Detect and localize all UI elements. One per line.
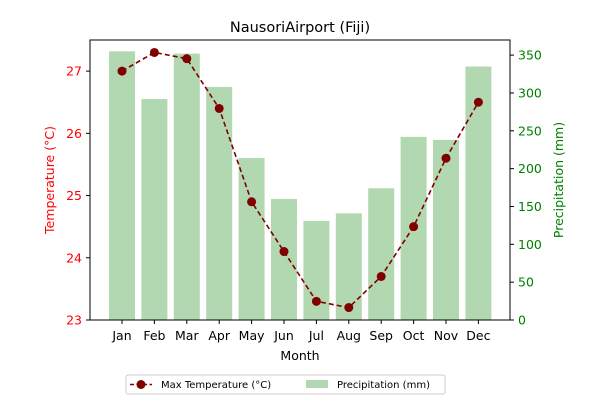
precipitation-bar-nov [433,139,459,320]
x-axis-label: Month [280,348,319,363]
y-axis-right-label: Precipitation (mm) [551,122,566,238]
x-tick-label: Nov [434,328,459,343]
y-right-tick-label: 100 [518,237,542,252]
y-axis-right: 0 50 100 150 200 250 300 350 [510,48,542,328]
y-right-tick-label: 200 [518,161,542,176]
x-tick-label: Jan [111,328,131,343]
x-tick-label: Feb [143,328,165,343]
x-axis: Jan Feb Mar Apr May Jun Jul Aug Sep Oct Nov Dec [111,320,491,343]
x-tick-label: Dec [466,328,490,343]
chart-title: NausoriAirport (Fiji) [230,20,370,36]
y-left-tick-label: 27 [66,64,82,79]
legend-temperature-marker [136,380,146,389]
legend-precipitation-label: Precipitation (mm) [337,380,430,391]
temperature-point-apr [214,103,224,113]
temperature-point-dec [473,97,483,107]
x-tick-label: Jul [308,328,324,343]
precipitation-bar-apr [206,86,233,320]
legend-temperature-label: Max Temperature (°C) [161,380,271,391]
temperature-line [121,51,480,309]
y-right-tick-label: 350 [518,48,542,63]
temperature-point-may [247,197,257,207]
y-axis-left: 23 24 25 26 27 [66,64,90,328]
x-tick-label: Aug [337,328,361,343]
x-tick-label: Mar [175,328,199,343]
x-tick-label: May [239,328,265,343]
precipitation-bar-dec [465,66,492,321]
y-left-tick-label: 26 [66,126,82,141]
y-right-tick-label: 0 [518,313,526,328]
y-axis-left-label: Temperature (°C) [42,126,57,235]
precipitation-bar-jan [109,51,135,320]
legend-precipitation-swatch [306,380,328,388]
y-left-tick-label: 24 [66,250,82,265]
precipitation-bar-may [238,158,265,320]
temperature-point-jan [117,66,127,76]
temperature-point-aug [344,303,354,313]
temperature-point-nov [441,153,451,163]
y-right-tick-label: 250 [518,123,542,138]
precipitation-bar-jun [271,198,297,320]
temperature-point-mar [182,54,192,64]
precipitation-bar-aug [335,213,362,320]
x-tick-label: Apr [208,328,230,343]
x-tick-label: Jun [273,328,294,343]
temperature-line-layer [117,47,483,313]
temperature-point-sep [376,271,386,281]
y-right-tick-label: 300 [518,85,542,100]
chart-legend: Max Temperature (°C) Precipitation (mm) [125,374,446,395]
temperature-point-jul [311,296,321,306]
y-right-tick-label: 50 [518,275,534,290]
precipitation-bar-sep [368,188,395,320]
temperature-point-feb [149,47,159,57]
temperature-point-jun [279,247,289,257]
x-tick-label: Oct [403,328,425,343]
plot-frame [89,39,511,321]
y-left-tick-label: 23 [66,313,82,328]
precipitation-bar-feb [141,99,168,320]
precipitation-bar-mar [173,53,200,321]
x-tick-label: Sep [369,328,393,343]
temperature-point-oct [409,222,419,232]
y-right-tick-label: 150 [518,199,542,214]
legend-frame [125,374,446,395]
y-left-tick-label: 25 [66,188,82,203]
